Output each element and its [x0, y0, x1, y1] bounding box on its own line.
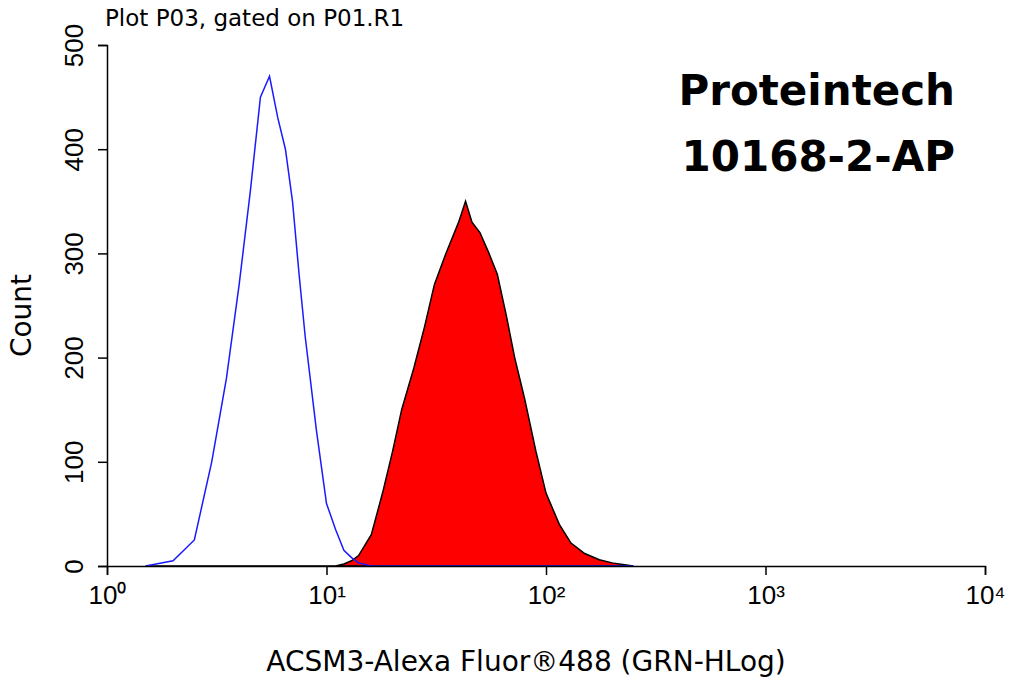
y-tick: 100 — [59, 441, 107, 484]
y-tick-label: 200 — [59, 336, 89, 379]
y-tick: 0 — [59, 559, 107, 573]
y-axis: 0 100 200 300 400 500 — [59, 24, 108, 574]
title: Plot P03, gated on P01.R1 — [105, 5, 404, 31]
y-tick: 500 — [59, 24, 107, 67]
x-tick: 10³ — [747, 566, 785, 610]
y-tick: 200 — [59, 336, 107, 379]
x-tick-mark — [765, 566, 767, 575]
chart: 10⁰ 10¹ 10² 10³ 10⁴ 0 100 200 300 400 500 Plot P03,… — [0, 0, 1015, 683]
x-axis-line — [108, 567, 986, 576]
x-axis-label: ACSM3-Alexa Fluor®488 (GRN-HLog) — [266, 645, 785, 678]
y-tick-mark — [98, 45, 107, 47]
x-axis: 10⁰ 10¹ 10² 10³ 10⁴ — [89, 566, 1006, 610]
y-tick-label: 500 — [59, 24, 89, 67]
y-axis-line — [98, 46, 108, 567]
x-tick-mark — [546, 566, 548, 575]
y-tick-label: 0 — [59, 559, 89, 573]
x-tick-mark — [985, 566, 987, 575]
x-tick: 10² — [528, 566, 566, 610]
y-tick-mark — [98, 566, 107, 568]
y-tick-mark — [98, 462, 107, 464]
y-tick-mark — [98, 149, 107, 151]
x-tick-label: 10² — [528, 580, 566, 610]
y-tick-mark — [98, 253, 107, 255]
y-tick-label: 100 — [59, 441, 89, 484]
x-tick-label: 10⁰ — [89, 580, 127, 610]
annotation: Proteintech — [678, 66, 955, 115]
y-axis-label: Count — [5, 274, 38, 357]
histogram-area — [146, 201, 634, 566]
y-tick-label: 300 — [59, 232, 89, 275]
x-tick: 10¹ — [308, 566, 346, 610]
x-tick-label: 10³ — [747, 580, 785, 610]
x-tick-label: 10⁴ — [965, 580, 1005, 610]
plot-area — [146, 76, 634, 566]
y-tick-mark — [98, 357, 107, 359]
y-tick: 300 — [59, 232, 107, 275]
y-tick-label: 400 — [59, 128, 89, 171]
annotation: 10168-2-AP — [682, 132, 956, 181]
x-tick-mark — [326, 566, 328, 575]
histogram-line — [146, 76, 634, 566]
x-tick: 10⁰ — [89, 566, 127, 610]
x-tick: 10⁴ — [965, 566, 1005, 610]
y-tick: 400 — [59, 128, 107, 171]
x-tick-label: 10¹ — [308, 580, 346, 610]
x-tick-mark — [107, 566, 109, 575]
